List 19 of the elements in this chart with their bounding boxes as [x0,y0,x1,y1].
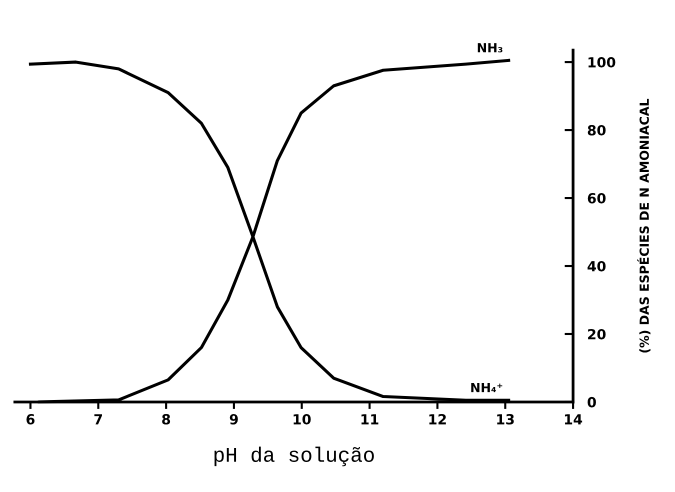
series-label: NH₃ [478,43,502,52]
y-tick-label: 80 [588,125,606,136]
x-axis-title: pH da solução [214,446,374,466]
x-tick-label: 14 [564,414,582,424]
x-tick-label: 10 [294,414,311,425]
y-tick-label: 40 [588,260,606,272]
series-label: NH₄⁺ [471,382,502,392]
y-axis-title: (%) DAS ESPÉCIES DE N AMONIACAL [637,98,650,353]
x-tick-label: 12 [429,414,446,424]
y-tick-label: 60 [588,193,606,204]
x-tick-label: 13 [497,414,514,425]
y-tick-label: 100 [588,57,616,68]
y-tick-label: 0 [588,396,596,408]
x-tick-label: 7 [94,414,102,424]
x-tick-label: 11 [361,414,378,424]
x-tick-label: 6 [26,414,35,425]
x-tick-label: 8 [162,414,170,425]
x-tick-label: 9 [230,414,238,425]
y-tick-label: 20 [588,328,606,340]
